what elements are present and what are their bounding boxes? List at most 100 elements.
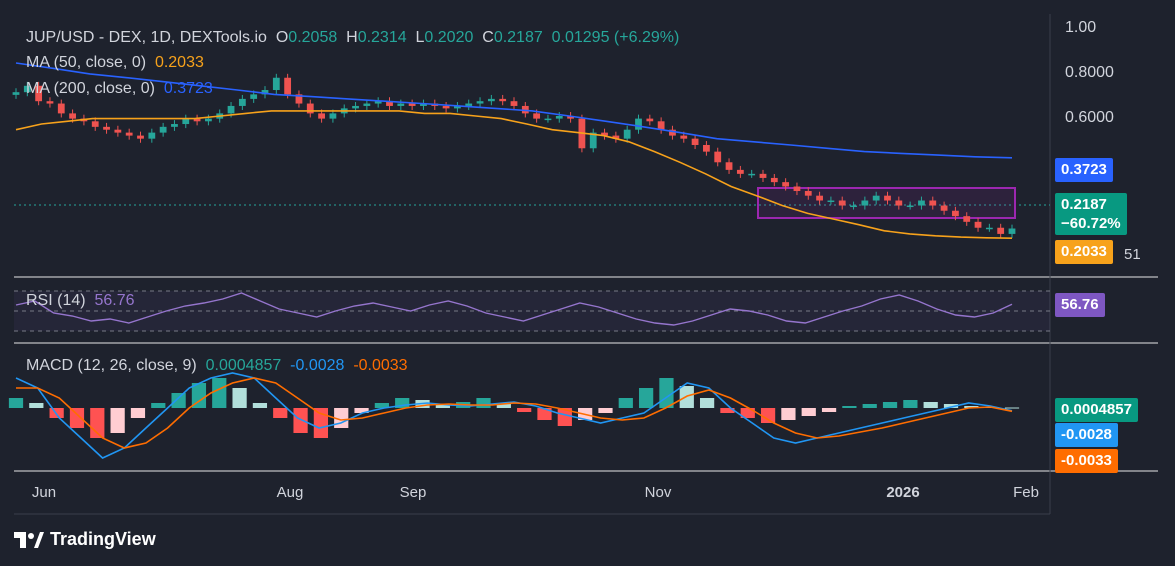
- macd-histogram-bar: [598, 408, 613, 413]
- macd-histogram-bar: [8, 398, 24, 408]
- macd-histogram-bar: [618, 398, 633, 408]
- ma50-legend: MA (50, close, 0) 0.2033: [26, 54, 204, 72]
- candle-body: [589, 132, 597, 149]
- macd-histogram-bar: [395, 398, 410, 408]
- candle-body: [250, 94, 258, 99]
- macd-histogram-bar: [212, 378, 227, 408]
- macd-histogram-bar: [943, 404, 959, 408]
- x-tick-label: Jun: [31, 484, 57, 501]
- close-value: 0.2187: [493, 29, 543, 46]
- macd-histogram-bar: [537, 408, 552, 420]
- candle-body: [736, 169, 744, 174]
- x-tick-label: Sep: [399, 484, 427, 501]
- candle-body: [397, 103, 405, 106]
- macd-histogram-bar: [720, 408, 735, 413]
- macd-histogram-bar: [862, 404, 877, 408]
- macd-histogram-bar: [313, 408, 329, 438]
- ma200-value: 0.3723: [163, 80, 213, 97]
- candle-body: [114, 129, 122, 133]
- macd-histogram-bar: [781, 408, 796, 420]
- ma200-label: MA (200, close, 0): [26, 80, 155, 97]
- macd-histogram-bar: [232, 388, 247, 408]
- candle-body: [137, 135, 144, 139]
- candle-body: [770, 177, 778, 183]
- rsi-badge: 56.76: [1055, 293, 1105, 317]
- ma200-legend: MA (200, close, 0) 0.3723: [26, 80, 213, 98]
- ma200-line: [15, 62, 1013, 159]
- candle-body: [23, 85, 31, 93]
- candle-body: [759, 173, 767, 178]
- candle-body: [148, 132, 156, 139]
- candle-body: [555, 115, 563, 119]
- macd-histogram-bar: [882, 402, 898, 408]
- candle-body: [487, 98, 495, 102]
- candle-body: [408, 103, 416, 106]
- candle-body: [125, 132, 133, 136]
- candle-body: [465, 103, 473, 106]
- rsi-label: RSI (14): [26, 292, 86, 309]
- candle-body: [985, 227, 993, 230]
- tradingview-logo-icon: [14, 531, 44, 548]
- tradingview-logo-text: TradingView: [50, 529, 156, 549]
- high-label: H: [346, 29, 358, 46]
- tradingview-logo[interactable]: TradingView: [14, 529, 156, 550]
- signal-line: [16, 377, 1013, 449]
- macd-hist-badge: 0.0004857: [1055, 398, 1138, 422]
- low-label: L: [415, 29, 425, 46]
- candle-body: [442, 105, 450, 109]
- candle-body: [420, 103, 427, 106]
- partial-axis-label: 51: [1124, 246, 1141, 263]
- candle-body: [533, 113, 541, 119]
- candle-body: [884, 195, 891, 201]
- candle-body: [261, 90, 269, 95]
- macd-histogram-bar: [699, 398, 715, 408]
- macd-line-badge: -0.0028: [1055, 423, 1118, 447]
- candle-body: [205, 118, 212, 122]
- x-tick-label: Nov: [644, 484, 672, 501]
- x-tick-label: 2026: [886, 484, 920, 501]
- candle-body: [46, 101, 54, 104]
- candle-body: [952, 210, 959, 217]
- macd-histogram: [8, 378, 1020, 438]
- macd-histogram-bar: [639, 388, 654, 408]
- macd-histogram-bar: [842, 406, 857, 408]
- macd-histogram-bar: [476, 398, 491, 408]
- macd-histogram-bar: [435, 404, 450, 408]
- ma50-line: [15, 110, 1013, 239]
- candle-body: [284, 77, 292, 95]
- candle-body: [499, 98, 507, 102]
- macd-hist-value: 0.0004857: [205, 357, 282, 374]
- candle-body: [657, 121, 665, 130]
- candle-body: [544, 118, 552, 121]
- candle-body: [363, 103, 371, 106]
- candle-body: [306, 103, 314, 114]
- candle-body: [238, 98, 246, 106]
- close-label: C: [482, 29, 494, 46]
- rsi-value: 56.76: [94, 292, 135, 309]
- macd-histogram-bar: [374, 403, 389, 408]
- candle-body: [91, 121, 99, 127]
- change-percent-text: −60.72%: [1061, 215, 1121, 232]
- y-tick-label: 0.6000: [1065, 109, 1114, 126]
- candle-body: [782, 182, 790, 187]
- rsi-line: [15, 292, 1013, 326]
- candle-body: [691, 138, 699, 145]
- rsi-band: [14, 291, 1050, 331]
- range-box[interactable]: [757, 187, 1016, 219]
- macd-line-value: -0.0028: [290, 357, 345, 374]
- candle-body: [476, 101, 484, 104]
- candle-body: [963, 216, 971, 222]
- macd-histogram-bar: [252, 403, 268, 408]
- candle-body: [906, 205, 914, 208]
- macd-label: MACD (12, 26, close, 9): [26, 357, 197, 374]
- candle-body: [454, 105, 461, 109]
- ma50-value: 0.2033: [154, 54, 204, 71]
- open-label: O: [275, 29, 289, 46]
- rsi-legend: RSI (14) 56.76: [26, 292, 135, 310]
- candle-body: [57, 103, 65, 114]
- ma50-label: MA (50, close, 0): [26, 54, 147, 71]
- macd-histogram-bar: [191, 383, 207, 408]
- candle-body: [318, 113, 325, 119]
- candle-body: [940, 205, 948, 211]
